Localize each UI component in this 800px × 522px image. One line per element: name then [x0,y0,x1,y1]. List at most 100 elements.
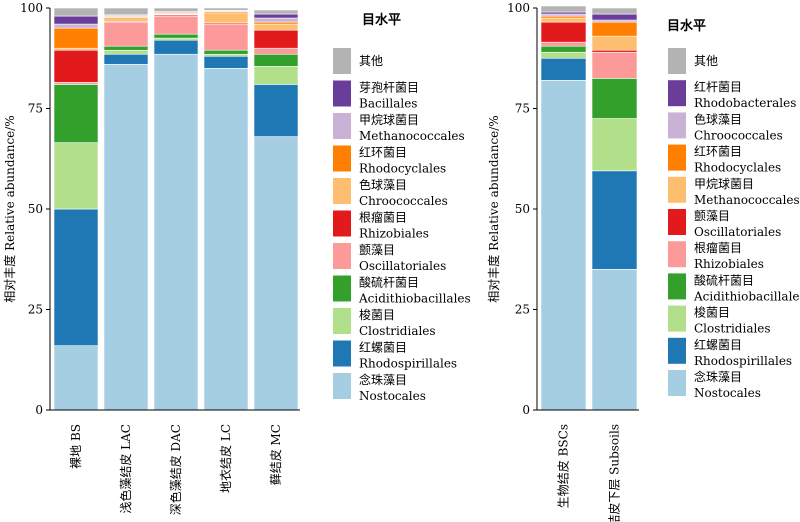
legend-label-en: Rhodospirillales [359,357,457,371]
bar-segment-2-5 [103,21,149,47]
bar-segment-3-4 [153,33,199,39]
legend-label-cn: 根瘤菌目 [694,240,742,255]
bar-segment-1-4 [540,45,587,53]
y-tick-label: 25 [515,303,530,317]
legend-label-en: Chroococcales [359,194,448,208]
legend-label-en: Bacillales [359,97,417,111]
legend-label-cn: 梭菌目 [359,307,395,322]
bar-segment-1-8 [540,15,587,19]
bar-segment-2-4 [591,78,638,119]
legend-label-cn: 色球藻目 [359,178,407,192]
y-tick-label: 100 [20,1,43,15]
y-tick-label: 50 [28,202,43,216]
legend-swatch [333,243,351,269]
bar-segment-5-7 [253,23,299,31]
legend-label-en: Rhizobiales [694,257,764,271]
legend-swatch [668,209,686,235]
bar-segment-5-4 [253,53,299,67]
legend-label-cn: 红环菌目 [694,144,742,159]
legend-label-cn: 念珠藻目 [359,372,407,387]
bar-segment-2-3 [591,118,638,172]
legend-label-cn: 红螺菌目 [359,340,407,355]
bar-segment-2-8 [591,21,638,37]
bar-segment-1-2 [540,57,587,81]
legend-label-cn: 其他 [694,54,718,68]
bar-segment-3-3 [153,37,199,41]
y-axis-label: 相对丰度 Relative abundance/% [486,115,501,302]
bar-segment-3-11 [153,7,199,12]
legend-label-cn: 颤藻目 [359,243,395,257]
bar-segment-2-2 [591,170,638,270]
legend-label-en: Nostocales [359,389,426,403]
legend-swatch [668,273,686,300]
legend-label-cn: 甲烷球菌目 [694,177,754,191]
bar-segment-2-3 [103,49,149,55]
x-tick-label: 地衣结皮 LC [218,424,233,493]
bar-segment-2-6 [591,49,638,53]
bar-segment-3-1 [153,53,199,411]
legend-label-en: Chroococcales [694,128,783,142]
x-tick-label: 结皮下层 Subsoils [608,424,622,522]
legend-swatch [668,112,686,139]
y-tick-label: 0 [522,403,530,417]
bar-segment-1-11 [53,7,99,17]
bar-segment-1-11 [540,5,587,13]
bar-segment-2-5 [591,51,638,79]
y-tick-label: 0 [35,403,43,417]
legend-label-cn: 根瘤菌目 [359,210,407,225]
legend-swatch [668,337,686,364]
legend-swatch [333,80,351,107]
chart-2: 生物结皮 BSCs 结皮下层 Subsoils 0 25 50 75 100 相对丰度 Rel… [486,1,800,522]
bar-segment-2-7 [103,16,149,22]
legend-label-en: Rhodospirillales [694,354,792,368]
bar-segment-1-7 [540,17,587,23]
bar-segment-3-5 [153,15,199,35]
legend-label-en: Rhodocyclales [694,161,781,175]
bar-segment-1-3 [540,51,587,59]
bar-segment-1-8 [53,27,99,49]
legend-swatch [333,145,351,172]
y-tick-label: 75 [515,102,530,116]
legend-label-en: Clostridiales [359,324,436,338]
bar-segment-5-6 [253,29,299,49]
bar-segment-1-6 [540,21,587,43]
bar-segment-1-6 [53,49,99,83]
legend-swatch [333,373,351,399]
legend-swatch [333,308,351,334]
bar-segment-5-5 [253,47,299,55]
legend-label-cn: 梭菌目 [694,305,730,320]
bar-segment-1-7 [53,47,99,51]
bar-segment-2-1 [103,63,149,411]
legend-label-en: Nostocales [694,386,761,400]
bar-segment-5-10 [253,13,299,19]
bar-segment-4-5 [203,23,249,51]
legend-swatch [333,340,351,367]
y-tick-label: 25 [28,303,43,317]
bar-segment-1-9 [53,23,99,29]
legend-label-cn: 色球藻目 [694,112,742,126]
legend-swatch [333,210,351,237]
legend-label-en: Rhodocyclales [359,162,446,176]
bar-segment-2-11 [591,7,638,15]
bar-segment-4-4 [203,49,249,55]
legend-title: 目水平 [667,18,706,34]
legend-label-en: Oscillatoriales [694,225,781,239]
legend-label-cn: 酸硫杆菌目 [694,272,754,287]
chart-1: 裸地 BS 浅色藻结皮 LAC 深色藻结皮 DAC 地衣结皮 LC 藓结皮 MC 0 25 5… [2,1,471,515]
bar-segment-1-10 [53,15,99,25]
legend-swatch [668,241,686,268]
bar-segment-5-3 [253,65,299,85]
legend-label-cn: 酸硫杆菌目 [359,275,419,290]
bar-segment-2-1 [591,268,638,411]
legend-swatch [668,305,686,332]
x-tick-label: 裸地 BS [68,424,83,469]
bar-segment-4-3 [203,53,249,57]
legend-label-en: Rhodobacterales [694,96,796,110]
legend-swatch [333,275,351,302]
bar-segment-1-5 [540,41,587,47]
legend-label-cn: 红环菌目 [359,145,407,160]
bar-segment-3-2 [153,39,199,55]
bar-segment-2-4 [103,45,149,51]
legend-label-en: Methanococcales [694,193,800,207]
legend-label-cn: 念珠藻目 [694,369,742,384]
